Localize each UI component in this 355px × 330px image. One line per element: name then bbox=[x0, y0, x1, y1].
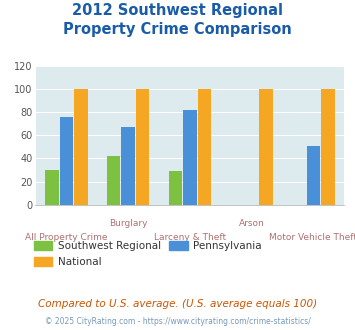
Text: Arson: Arson bbox=[239, 219, 264, 228]
Text: Motor Vehicle Theft: Motor Vehicle Theft bbox=[269, 233, 355, 242]
Bar bbox=[260, 89, 273, 205]
Bar bbox=[183, 110, 197, 205]
Legend: Southwest Regional, National, Pennsylvania: Southwest Regional, National, Pennsylvan… bbox=[34, 241, 262, 267]
Bar bbox=[74, 89, 88, 205]
Bar bbox=[307, 146, 320, 205]
Text: 2012 Southwest Regional
Property Crime Comparison: 2012 Southwest Regional Property Crime C… bbox=[63, 3, 292, 37]
Text: Burglary: Burglary bbox=[109, 219, 147, 228]
Bar bbox=[136, 89, 149, 205]
Text: Larceny & Theft: Larceny & Theft bbox=[154, 233, 226, 242]
Text: Compared to U.S. average. (U.S. average equals 100): Compared to U.S. average. (U.S. average … bbox=[38, 299, 317, 309]
Bar bbox=[198, 89, 211, 205]
Text: All Property Crime: All Property Crime bbox=[25, 233, 108, 242]
Bar bbox=[121, 127, 135, 205]
Bar bbox=[107, 156, 120, 205]
Bar bbox=[169, 171, 182, 205]
Bar bbox=[321, 89, 335, 205]
Bar bbox=[60, 117, 73, 205]
Bar bbox=[45, 170, 59, 205]
Text: © 2025 CityRating.com - https://www.cityrating.com/crime-statistics/: © 2025 CityRating.com - https://www.city… bbox=[45, 317, 310, 326]
